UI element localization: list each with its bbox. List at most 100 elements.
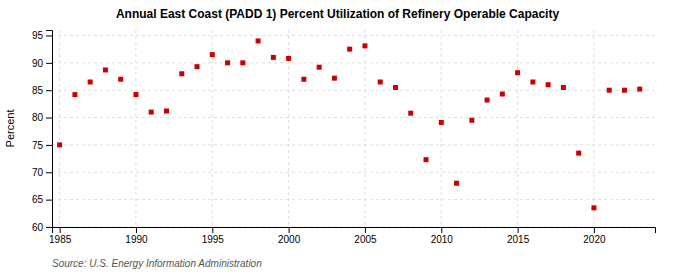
y-axis-line: [46, 31, 53, 228]
x-tick: 2000: [278, 227, 301, 245]
x-grid-line: [212, 30, 213, 227]
x-grid-line: [593, 30, 594, 227]
point: [225, 60, 230, 65]
point: [347, 47, 352, 52]
y-tick: 80: [32, 112, 52, 123]
point: [301, 77, 306, 82]
point: [424, 157, 429, 162]
points: [57, 38, 642, 210]
x-tick-label: 2015: [507, 234, 530, 245]
y-tick-mark: [46, 63, 52, 64]
point: [57, 142, 62, 147]
source-note: Source: U.S. Energy Information Administ…: [52, 258, 262, 269]
x-tick: 2005: [354, 227, 377, 245]
y-tick: 75: [32, 140, 52, 151]
y-grid-line: [52, 35, 655, 36]
x-tick: 1990: [125, 227, 148, 245]
point: [637, 87, 642, 92]
y-tick-label: 70: [32, 167, 44, 178]
y-tick-mark: [46, 90, 52, 91]
grid: [52, 30, 655, 227]
y-tick-mark: [46, 118, 52, 119]
x-tick-mark: [441, 227, 442, 233]
y-tick-label: 85: [32, 85, 44, 96]
x-tick-mark: [289, 227, 290, 233]
x-grid-line: [441, 30, 442, 227]
y-grid-line: [52, 117, 655, 118]
y-tick: 70: [32, 167, 52, 178]
title: Annual East Coast (PADD 1) Percent Utili…: [116, 7, 560, 21]
point: [103, 67, 108, 72]
x-tick-label: 2005: [354, 234, 377, 245]
point: [622, 88, 627, 93]
x-tick: 2015: [507, 227, 530, 245]
point: [118, 77, 123, 82]
x-grid-line: [364, 30, 365, 227]
y-axis: 60 65 70 75 80 85 90 95: [32, 30, 53, 233]
y-tick-mark: [46, 172, 52, 173]
x-grid-line: [59, 30, 60, 227]
y-grid-line: [52, 199, 655, 200]
x-axis-line: [53, 228, 656, 234]
y-grid-line: [52, 172, 655, 173]
x-tick-label: 1995: [202, 234, 225, 245]
point: [591, 205, 596, 210]
point: [72, 92, 77, 97]
y-tick-mark: [46, 35, 52, 36]
plot: 1985 1990 1995 2000 2005 2010 2015 2020 60 65 70 75…: [32, 30, 656, 245]
point: [515, 70, 520, 75]
point: [607, 88, 612, 93]
point: [149, 110, 154, 115]
point: [88, 79, 93, 84]
y-tick-label: 95: [32, 30, 44, 41]
point: [546, 82, 551, 87]
point: [530, 79, 535, 84]
y-tick-mark: [46, 145, 52, 146]
point: [439, 120, 444, 125]
point: [317, 65, 322, 70]
y-axis-label: Percent: [4, 110, 16, 148]
x-tick-label: 1990: [125, 234, 148, 245]
point: [133, 92, 138, 97]
point: [332, 76, 337, 81]
x-tick-label: 2000: [278, 234, 301, 245]
y-tick: 60: [32, 222, 52, 233]
point: [286, 56, 291, 61]
y-tick-label: 90: [32, 58, 44, 69]
point: [469, 118, 474, 123]
point: [393, 85, 398, 90]
x-tick-mark: [60, 227, 61, 233]
y-tick: 85: [32, 85, 52, 96]
point: [271, 55, 276, 60]
y-tick: 90: [32, 58, 52, 69]
x-grid-line: [517, 30, 518, 227]
point: [240, 60, 245, 65]
point: [485, 98, 490, 103]
y-tick-label: 65: [32, 194, 44, 205]
x-tick-mark: [518, 227, 519, 233]
x-axis: 1985 1990 1995 2000 2005 2010 2015 2020: [49, 227, 655, 245]
x-tick-mark: [594, 227, 595, 233]
y-tick-mark: [46, 227, 52, 228]
x-tick: 1995: [202, 227, 225, 245]
point: [164, 108, 169, 113]
x-tick: 2010: [431, 227, 454, 245]
y-grid-line: [52, 144, 655, 145]
y-tick: 95: [32, 30, 52, 41]
point: [576, 151, 581, 156]
x-tick-mark: [136, 227, 137, 233]
point: [500, 92, 505, 97]
point: [256, 38, 261, 43]
y-tick-mark: [46, 200, 52, 201]
x-tick: 1985: [49, 227, 72, 245]
point: [195, 64, 200, 69]
y-tick-label: 75: [32, 140, 44, 151]
x-tick: 2020: [583, 227, 606, 245]
point: [561, 85, 566, 90]
x-tick-label: 2010: [431, 234, 454, 245]
x-tick-mark: [212, 227, 213, 233]
point: [362, 43, 367, 48]
y-tick-label: 60: [32, 222, 44, 233]
point: [210, 52, 215, 57]
y-tick: 65: [32, 194, 52, 205]
